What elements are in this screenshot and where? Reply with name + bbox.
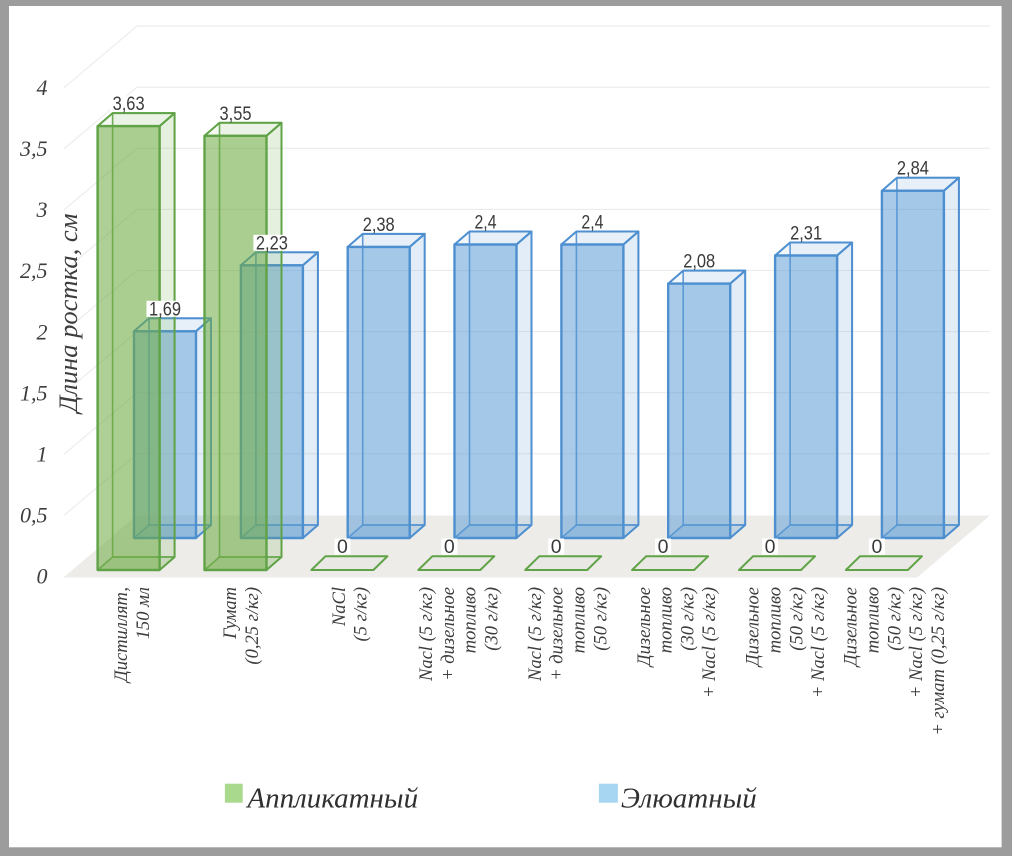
- svg-text:1,69: 1,69: [149, 298, 181, 320]
- svg-text:Дизельное: Дизельное: [744, 587, 764, 668]
- svg-text:(50 г/кг): (50 г/кг): [591, 587, 611, 651]
- svg-text:(50 г/кг): (50 г/кг): [885, 587, 905, 651]
- svg-text:Длина ростка, см: Длина ростка, см: [53, 213, 83, 415]
- svg-text:2: 2: [37, 319, 48, 344]
- svg-text:NaCl: NaCl: [330, 587, 350, 627]
- svg-text:Дистиллят,: Дистиллят,: [112, 587, 132, 684]
- svg-text:0: 0: [871, 536, 882, 558]
- svg-text:топливо: топливо: [864, 587, 884, 653]
- svg-text:Дизельное: Дизельное: [842, 587, 862, 668]
- svg-text:0,5: 0,5: [20, 503, 48, 528]
- svg-text:2,08: 2,08: [683, 251, 715, 273]
- svg-text:Элюатный: Элюатный: [621, 782, 757, 814]
- svg-text:2,23: 2,23: [256, 232, 288, 254]
- svg-text:0: 0: [444, 536, 455, 558]
- svg-text:2,84: 2,84: [897, 158, 929, 180]
- svg-text:3,5: 3,5: [19, 136, 48, 161]
- svg-text:топливо: топливо: [570, 587, 590, 653]
- svg-text:3: 3: [36, 197, 48, 222]
- svg-text:1: 1: [37, 442, 48, 467]
- svg-text:3,63: 3,63: [113, 93, 145, 115]
- svg-text:0: 0: [37, 564, 48, 589]
- svg-text:+ гумат (0,25 г/кг): + гумат (0,25 г/кг): [929, 587, 949, 736]
- svg-text:топливо: топливо: [461, 587, 481, 653]
- svg-text:топливо: топливо: [766, 587, 786, 653]
- svg-text:(5 г/кг): (5 г/кг): [352, 587, 372, 641]
- svg-text:+ дизельное: + дизельное: [439, 587, 459, 681]
- svg-text:Гумат: Гумат: [221, 587, 241, 640]
- svg-text:топливо: топливо: [657, 587, 677, 653]
- svg-text:3,55: 3,55: [220, 103, 252, 125]
- svg-text:+ Nacl (5 г/кг): + Nacl (5 г/кг): [700, 587, 720, 698]
- svg-text:2,4: 2,4: [581, 212, 603, 234]
- svg-text:+ Nacl (5 г/кг): + Nacl (5 г/кг): [809, 587, 829, 698]
- svg-text:Nacl (5 г/кг): Nacl (5 г/кг): [417, 587, 437, 682]
- svg-text:(50 г/кг): (50 г/кг): [787, 587, 807, 651]
- svg-text:Nacl (5 г/кг): Nacl (5 г/кг): [526, 587, 546, 682]
- svg-text:+ Nacl (5 г/кг): + Nacl (5 г/кг): [907, 587, 927, 698]
- svg-text:0: 0: [765, 536, 776, 558]
- svg-text:0: 0: [337, 536, 348, 558]
- svg-text:0: 0: [658, 536, 669, 558]
- svg-text:Дизельное: Дизельное: [635, 587, 655, 668]
- svg-text:(30 г/кг): (30 г/кг): [678, 587, 698, 651]
- svg-text:2,38: 2,38: [363, 214, 395, 236]
- svg-text:Аппликатный: Аппликатный: [245, 782, 418, 814]
- svg-text:2,31: 2,31: [790, 223, 822, 245]
- svg-text:(30 г/кг): (30 г/кг): [482, 587, 502, 651]
- svg-text:0: 0: [551, 536, 562, 558]
- svg-text:150 мл: 150 мл: [134, 587, 154, 639]
- svg-text:(0,25 г/кг): (0,25 г/кг): [243, 587, 263, 665]
- svg-text:2,5: 2,5: [20, 258, 48, 283]
- svg-text:2,4: 2,4: [475, 212, 497, 234]
- svg-text:1,5: 1,5: [20, 380, 48, 405]
- svg-text:+ дизельное: + дизельное: [548, 587, 568, 681]
- svg-text:4: 4: [37, 75, 48, 100]
